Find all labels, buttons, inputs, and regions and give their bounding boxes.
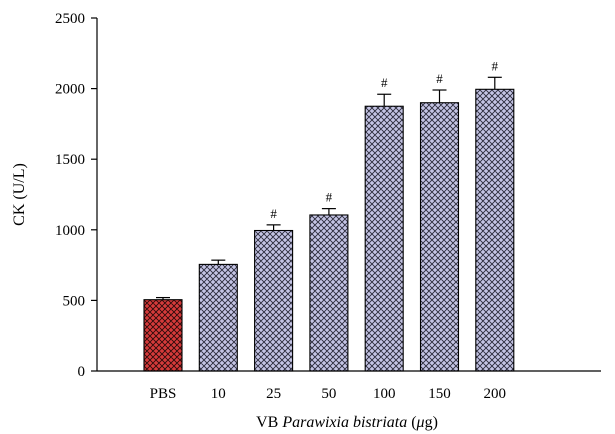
bar-PBS (143, 299, 183, 372)
y-tick-label: 2500 (55, 11, 85, 27)
bar-200 (475, 88, 515, 372)
x-axis-title-species: Parawixia bistriata (281, 414, 407, 431)
y-tick-label: 0 (78, 364, 86, 380)
significance-mark: # (492, 58, 499, 73)
y-tick-label: 2000 (55, 82, 85, 98)
x-axis-title-unit-mu: μ (416, 414, 425, 431)
significance-mark: # (326, 190, 333, 205)
significance-mark: # (270, 206, 277, 221)
x-tick-label: 50 (321, 386, 336, 402)
x-axis-title-prefix: VB (256, 414, 282, 431)
bar-150 (419, 102, 460, 372)
x-tick-label: 100 (373, 386, 396, 402)
y-tick-label: 1000 (55, 223, 85, 239)
bar-25 (254, 229, 294, 372)
x-tick-label: 25 (266, 386, 281, 402)
x-tick-label: 10 (211, 386, 226, 402)
bars: # # # # # (143, 58, 515, 372)
y-tick-label: 1500 (55, 152, 85, 168)
y-tick-label: 500 (63, 293, 86, 309)
x-ticks: PBS 10 25 50 100 150 200 (150, 386, 506, 402)
x-axis-title: VB Parawixia bistriata (μg) (256, 414, 438, 431)
x-axis-title-unit-rest: g) (425, 414, 438, 431)
bar-50 (309, 214, 349, 372)
significance-mark: # (436, 71, 443, 86)
bar-100 (364, 105, 404, 372)
bar-10 (198, 263, 238, 372)
significance-mark: # (381, 75, 388, 90)
axes (96, 18, 601, 372)
y-ticks: 0 500 1000 1500 2000 2500 (55, 11, 97, 380)
x-tick-label: PBS (150, 386, 177, 402)
y-axis-title: CK (U/L) (11, 163, 28, 226)
x-tick-label: 150 (428, 386, 451, 402)
x-axis-title-paren: ( (407, 414, 416, 431)
x-tick-label: 200 (484, 386, 507, 402)
